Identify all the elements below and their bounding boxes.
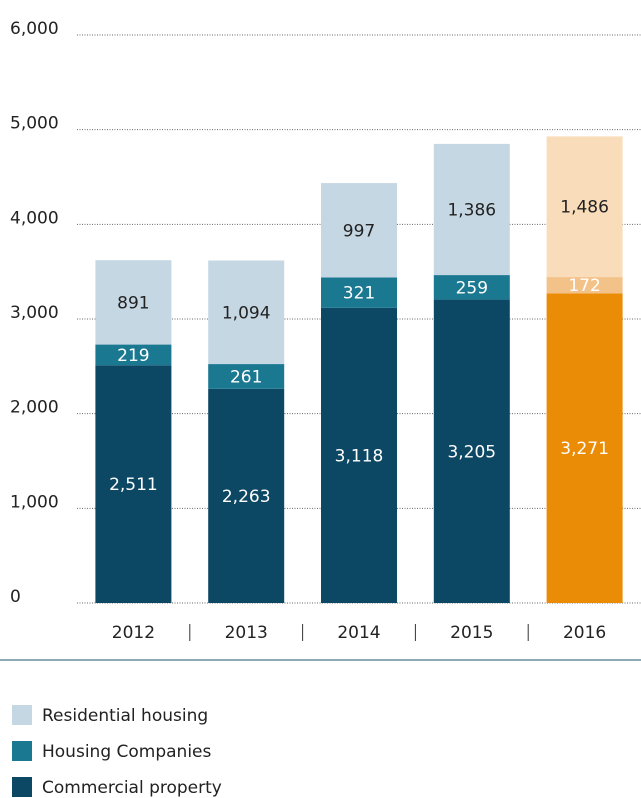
value-label: 891 — [117, 293, 149, 313]
bar-segment — [433, 275, 510, 300]
bar-segment — [546, 277, 623, 294]
legend-swatch — [12, 777, 32, 797]
y-tick-label: 6,000 — [10, 19, 59, 39]
value-label: 1,386 — [447, 200, 496, 220]
value-label: 321 — [343, 284, 375, 304]
bar-segment — [321, 307, 397, 603]
bar-segment — [546, 136, 623, 278]
bar-segment — [433, 143, 510, 276]
x-tick-label: 2013 — [225, 623, 268, 643]
value-label: 172 — [568, 276, 600, 296]
value-label: 1,094 — [222, 303, 271, 323]
bar-segment — [95, 365, 172, 603]
y-tick-label: 2,000 — [10, 398, 59, 418]
value-label: 1,486 — [560, 198, 609, 218]
y-tick-label: 4,000 — [10, 208, 59, 228]
bar-segment — [208, 388, 285, 603]
y-tick-label: 3,000 — [10, 303, 59, 323]
bar-segment — [321, 277, 397, 308]
y-tick-label: 1,000 — [10, 492, 59, 512]
x-tick-label: 2016 — [563, 623, 606, 643]
bar-segment — [321, 183, 397, 278]
y-tick-label: 0 — [10, 587, 21, 607]
legend-swatch — [12, 741, 32, 761]
bar-segment — [208, 260, 285, 365]
bar-segment — [95, 260, 172, 345]
legend-label: Residential housing — [42, 706, 208, 726]
x-tick-label: 2012 — [112, 623, 155, 643]
value-label: 259 — [456, 278, 488, 298]
bar-segment — [208, 364, 285, 389]
value-label: 219 — [117, 346, 149, 366]
value-label: 261 — [230, 367, 262, 387]
legend-label: Housing Companies — [42, 742, 212, 762]
value-label: 2,511 — [109, 475, 158, 495]
bar-segment — [546, 293, 623, 603]
value-label: 997 — [343, 221, 375, 241]
x-tick-label: 2015 — [450, 623, 493, 643]
value-label: 3,271 — [560, 439, 609, 459]
bar-segment — [95, 344, 172, 366]
y-tick-label: 5,000 — [10, 114, 59, 134]
value-label: 3,205 — [447, 442, 496, 462]
legend-label: Commercial property — [42, 778, 222, 798]
value-label: 3,118 — [335, 446, 384, 466]
x-tick-label: 2014 — [337, 623, 380, 643]
legend-swatch — [12, 705, 32, 725]
value-label: 2,263 — [222, 487, 271, 507]
bar-segment — [433, 299, 510, 603]
